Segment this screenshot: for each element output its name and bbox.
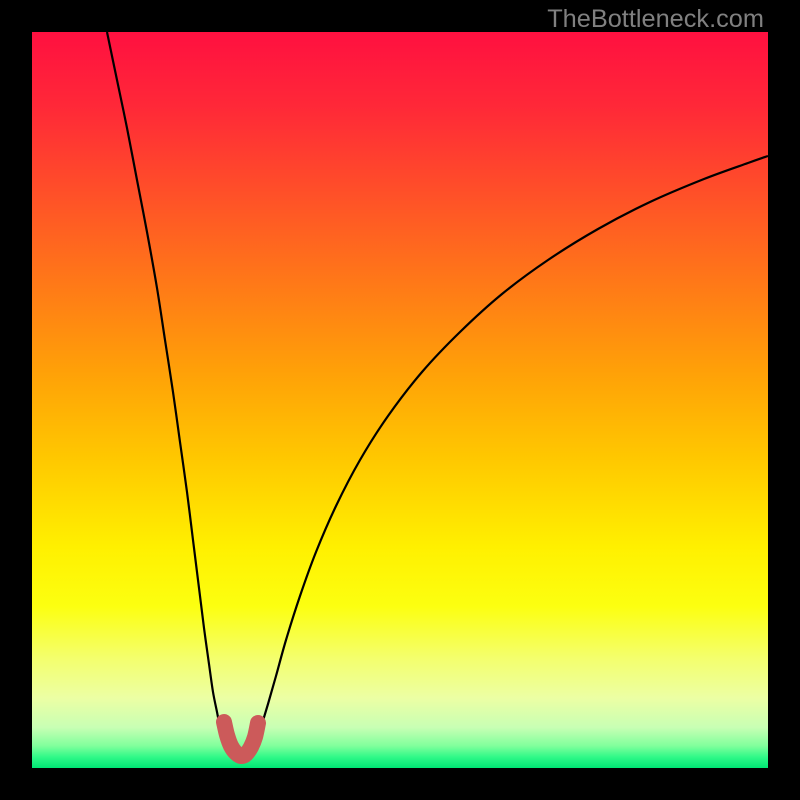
valley-marker: [224, 722, 258, 756]
plot-area: [32, 32, 768, 768]
bottleneck-curve: [32, 32, 768, 768]
curve-left-branch: [107, 32, 223, 736]
curve-right-branch: [258, 156, 768, 736]
watermark-text: TheBottleneck.com: [547, 5, 764, 34]
chart-frame: TheBottleneck.com: [0, 0, 800, 800]
